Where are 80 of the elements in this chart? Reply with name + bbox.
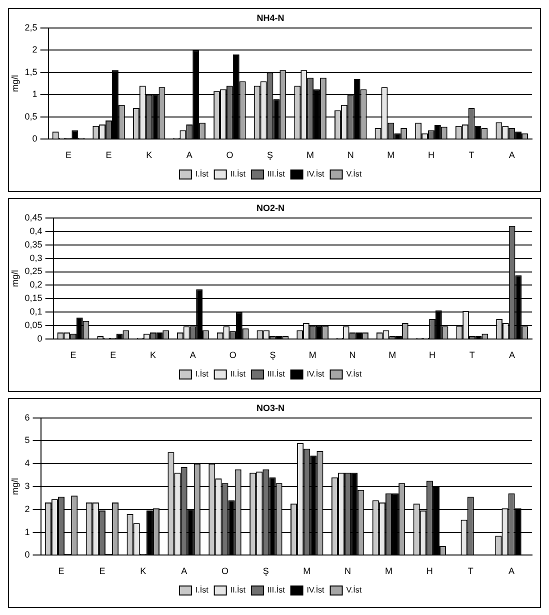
chart-title: NO3-N [256, 402, 285, 413]
y-tick-label: 6 [24, 412, 30, 422]
x-tick-label: Ş [262, 566, 269, 576]
y-tick-label: 0,1 [30, 306, 42, 317]
x-tick-label: T [469, 350, 476, 360]
x-tick-label: M [303, 566, 311, 576]
legend-label: V.İst [346, 370, 362, 379]
x-tick-label: H [426, 566, 433, 576]
y-axis-title: mg/l [10, 74, 20, 92]
y-tick-label: 0,05 [24, 320, 42, 330]
x-tick-label: T [468, 150, 475, 160]
x-tick-label: E [70, 350, 76, 360]
x-tick-label: M [384, 566, 392, 576]
y-tick-label: 0 [37, 334, 42, 344]
x-tick-label: E [110, 350, 116, 360]
x-tick-label: K [150, 350, 156, 360]
x-tick-label: M [308, 350, 316, 360]
legend-label: IV.İst [306, 370, 326, 379]
x-tick-label: E [65, 150, 72, 160]
x-tick-label: T [468, 566, 474, 576]
x-tick-label: Ş [270, 350, 276, 360]
x-tick-label: A [181, 566, 188, 576]
x-tick-label: H [428, 150, 434, 160]
legend-label: V.İst [346, 586, 362, 595]
x-tick-label: Ş [266, 150, 274, 160]
y-tick-label: 2,5 [24, 22, 38, 32]
y-tick-label: 0,25 [24, 266, 42, 276]
legend-label: I.İst [195, 370, 210, 379]
x-tick-label: M [387, 150, 395, 160]
y-tick-label: 1,5 [24, 66, 38, 77]
x-tick-label: M [388, 350, 396, 360]
x-tick-label: K [140, 566, 146, 576]
y-tick-label: 0,5 [24, 111, 38, 122]
y-tick-label: 0,4 [30, 226, 42, 236]
y-tick-label: 4 [24, 458, 30, 468]
y-tick-label: 1 [32, 89, 38, 100]
x-tick-label: A [509, 350, 516, 360]
x-tick-label: N [344, 566, 352, 576]
legend-label: III.İst [267, 170, 286, 179]
legend-label: I.İst [195, 170, 210, 179]
y-tick-label: 0,2 [30, 280, 42, 290]
x-tick-label: N [347, 150, 354, 160]
y-tick-label: 0,45 [24, 212, 42, 222]
y-tick-label: 3 [24, 480, 30, 491]
x-tick-label: K [146, 150, 152, 160]
x-tick-label: E [58, 566, 64, 576]
x-tick-label: E [106, 150, 112, 160]
x-tick-label: E [99, 566, 106, 576]
x-tick-label: A [508, 566, 515, 576]
y-tick-label: 2 [24, 504, 30, 514]
legend-label: IV.İst [306, 586, 326, 595]
y-tick-label: 1 [24, 526, 30, 537]
chart-title: NH4-N [256, 12, 284, 23]
x-tick-label: A [508, 150, 515, 160]
x-tick-label: A [186, 150, 192, 160]
y-tick-label: 5 [24, 435, 30, 446]
x-tick-label: O [226, 150, 234, 160]
legend-label: III.İst [267, 586, 286, 595]
x-tick-label: A [190, 350, 196, 360]
y-tick-label: 0,35 [24, 239, 42, 250]
legend-label: V.İst [346, 170, 362, 179]
x-tick-label: M [306, 150, 314, 160]
y-axis-title: mg/l [10, 478, 20, 496]
legend-label: II.İst [230, 370, 246, 379]
legend-label: IV.İst [306, 170, 326, 179]
y-tick-label: 0 [24, 550, 30, 560]
x-tick-label: N [349, 350, 356, 360]
x-tick-label: O [229, 350, 236, 360]
y-tick-label: 0 [32, 134, 38, 144]
y-tick-label: 0,3 [30, 252, 42, 263]
legend-label: II.İst [230, 170, 246, 179]
y-tick-label: 0,15 [24, 293, 42, 304]
legend-label: III.İst [267, 370, 286, 379]
legend-label: II.İst [230, 586, 246, 595]
x-tick-label: H [429, 350, 436, 360]
legend-label: I.İst [195, 586, 210, 595]
x-tick-label: O [221, 566, 229, 576]
y-tick-label: 2 [32, 44, 38, 55]
chart-title: NO2-N [256, 202, 285, 213]
y-axis-title: mg/l [10, 270, 20, 288]
